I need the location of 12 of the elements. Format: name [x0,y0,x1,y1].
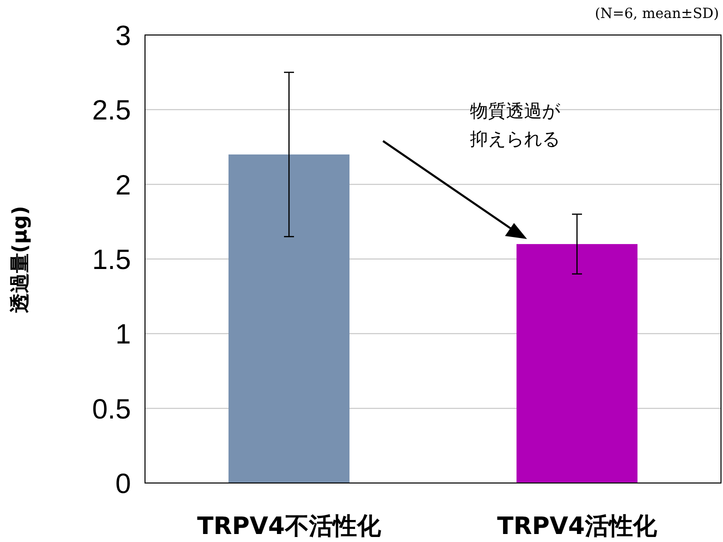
y-tick-label: 2.5 [92,94,131,126]
y-tick-label: 0 [115,468,131,499]
annotation: 物質透過が抑えられる [470,100,562,152]
y-tick-label: 3 [115,20,131,51]
y-tick-label: 1 [115,318,131,350]
x-tick-label: TRPV4不活性化 [196,511,382,542]
x-tick-label: TRPV4活性化 [496,511,658,542]
y-axis-title: 透過量(μg) [6,204,32,316]
text: (N=6, mean±SD) [594,6,719,22]
y-tick-label: 2 [115,169,131,200]
y-tick-label: 0.5 [92,393,131,424]
y-tick-label: 1.5 [92,244,131,275]
